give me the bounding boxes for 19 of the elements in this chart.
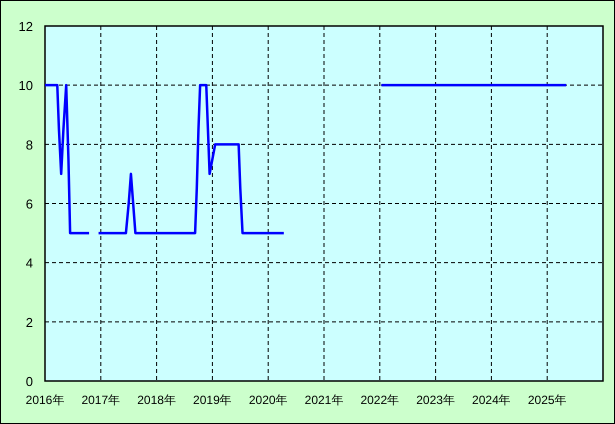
x-tick-label: 2021年: [304, 393, 344, 407]
x-tick-label: 2024年: [472, 393, 511, 407]
x-tick-label: 2025年: [528, 393, 567, 407]
y-tick-label: 0: [26, 374, 33, 389]
x-tick-label: 2018年: [137, 393, 176, 407]
y-tick-label: 6: [26, 196, 33, 212]
x-tick-label: 2022年: [360, 393, 400, 407]
line-series: [97, 84, 286, 234]
y-tick-label: 10: [18, 78, 33, 94]
line-series: [44, 84, 90, 234]
x-tick-label: 2016年: [26, 393, 64, 407]
x-tick-label: 2020年: [248, 393, 288, 407]
x-tick-label: 2023年: [416, 393, 455, 407]
y-tick-label: 2: [26, 314, 33, 330]
y-tick-label: 12: [18, 19, 33, 34]
x-tick-label: 2017年: [81, 393, 120, 407]
x-tick-label: 2019年: [193, 393, 232, 407]
y-tick-label: 4: [26, 256, 33, 271]
y-tick-label: 8: [26, 137, 33, 152]
